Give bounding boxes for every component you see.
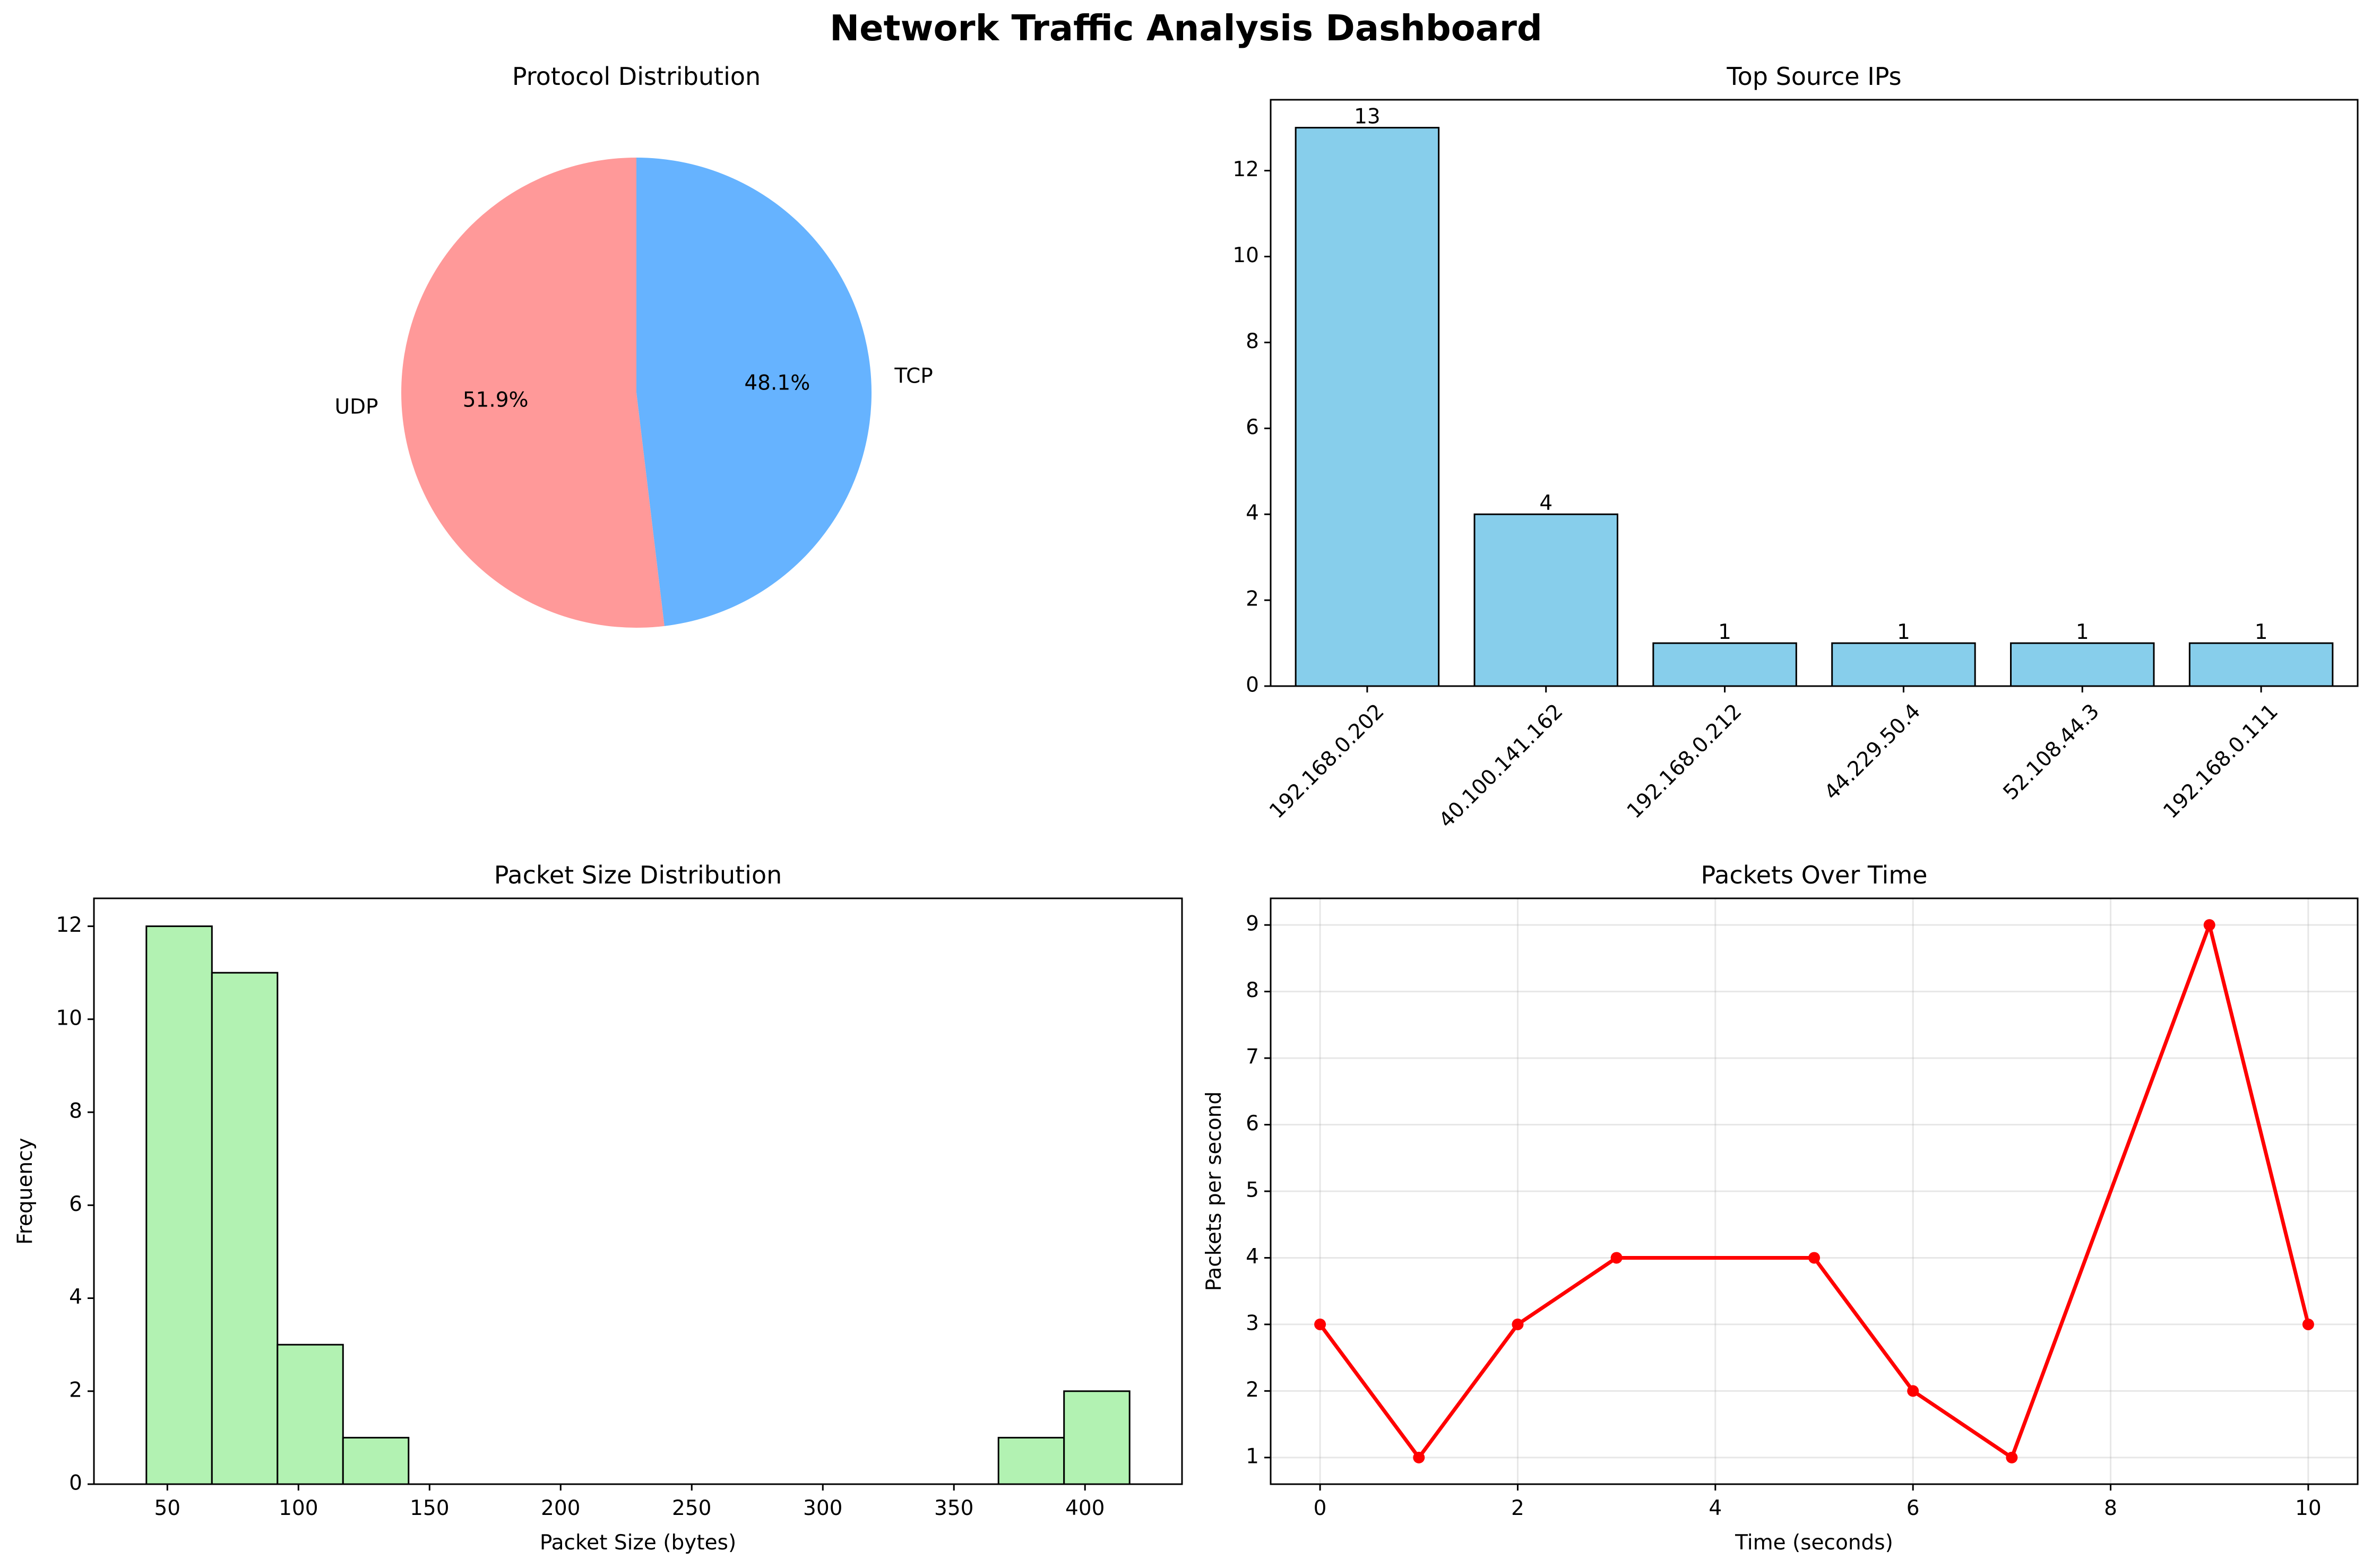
bar-xtick-label-1: 40.100.141.162 [1434,699,1567,833]
hist-xtick-label-4: 250 [672,1496,711,1520]
hist-axes-frame [93,897,1183,1485]
pie-pct-tcp: 48.1% [744,371,810,395]
bar-ytick-label-1: 2 [1246,587,1259,611]
bar-ytick-label-0: 0 [1246,673,1259,697]
pie-title: Protocol Distribution [512,62,761,91]
hist-ytick-label-5: 10 [56,1006,82,1030]
line-ytick-label-1: 2 [1246,1378,1259,1402]
bar-title: Top Source IPs [1726,62,1901,91]
bar-ytick-label-4: 8 [1246,330,1259,353]
line-ytick-label-3: 4 [1246,1245,1259,1269]
line-ytick-label-7: 8 [1246,978,1259,1002]
bar-0 [1295,127,1440,687]
bar-4 [2010,642,2155,687]
pie-slice-udp [401,158,665,628]
line-point-2 [1512,1318,1524,1330]
bar-xtick-label-0: 192.168.0.202 [1265,699,1389,824]
dashboard-title: Network Traffic Analysis Dashboard [830,7,1542,49]
bar-xtick-label-4: 52.108.44.3 [1999,699,2104,804]
hist-title: Packet Size Distribution [494,861,782,889]
line-point-4 [1808,1252,1820,1264]
hist-xtick-label-2: 150 [410,1496,449,1520]
pie-slice-tcp [636,158,872,626]
hist-xtick-label-0: 50 [154,1496,180,1520]
hist-xtick-label-3: 200 [541,1496,580,1520]
hist-bin-3 [342,1436,410,1485]
pie-pct-udp: 51.9% [463,388,529,412]
bar-xtick-label-2: 192.168.0.212 [1623,699,1747,824]
hist-bin-0 [145,925,213,1485]
hist-ytick-label-0: 0 [69,1471,82,1495]
bar-1 [1473,513,1618,687]
bar-value-label-1: 4 [1539,491,1552,515]
bar-ytick-label-2: 4 [1246,501,1259,525]
bar-value-label-0: 13 [1354,105,1381,129]
hist-xlabel: Packet Size (bytes) [540,1531,736,1555]
hist-xtick-label-7: 400 [1065,1496,1105,1520]
top-ips-bar-chart: Top Source IPs 13 192.168.0.202 4 40.100.141… [1232,62,2359,833]
line-xtick-label-2: 4 [1709,1496,1722,1520]
bar-value-label-5: 1 [2255,620,2268,644]
hist-bin-13 [997,1436,1065,1485]
line-ytick-label-4: 5 [1246,1179,1259,1202]
hist-ytick-label-4: 8 [69,1099,82,1123]
hist-ytick-label-3: 6 [69,1192,82,1216]
hist-ylabel: Frequency [13,1138,37,1244]
hist-ytick-label-1: 2 [69,1378,82,1402]
line-point-1 [1413,1451,1425,1463]
hist-ytick-label-2: 4 [69,1285,82,1309]
hist-xtick-label-1: 100 [279,1496,318,1520]
hist-bin-14 [1063,1390,1131,1485]
bar-3 [1831,642,1976,687]
line-title: Packets Over Time [1701,861,1928,889]
line-xtick-label-0: 0 [1314,1496,1327,1520]
line-point-7 [2203,919,2215,931]
line-ytick-label-0: 1 [1246,1444,1259,1468]
bar-xtick-label-5: 192.168.0.111 [2159,699,2283,824]
line-point-8 [2302,1318,2314,1330]
line-ytick-label-5: 6 [1246,1112,1259,1136]
pie-label-tcp: TCP [894,364,933,388]
line-xtick-label-5: 10 [2295,1496,2322,1520]
line-xtick-label-4: 8 [2104,1496,2117,1520]
bar-ytick-label-3: 6 [1246,415,1259,439]
bar-value-label-4: 1 [2076,620,2089,644]
bar-5 [2188,642,2334,687]
protocol-pie-chart: Protocol Distribution TCP 48.1% UDP 51.9% [334,62,933,628]
hist-bin-2 [277,1344,344,1485]
line-ytick-label-2: 3 [1246,1311,1259,1335]
bar-xtick-label-3: 44.229.50.4 [1820,699,1925,804]
hist-xtick-label-5: 300 [803,1496,842,1520]
line-xlabel: Time (seconds) [1735,1531,1893,1555]
line-point-0 [1314,1318,1326,1330]
line-point-3 [1610,1252,1623,1264]
line-xtick-label-1: 2 [1511,1496,1524,1520]
hist-xtick-label-6: 350 [934,1496,973,1520]
line-ylabel: Packets per second [1202,1091,1226,1292]
bar-value-label-2: 1 [1718,620,1731,644]
bar-ytick-label-5: 10 [1232,244,1259,267]
hist-ytick-label-6: 12 [56,913,82,937]
line-ytick-label-6: 7 [1246,1045,1259,1069]
bar-axes-frame [1270,99,2359,687]
line-point-5 [1907,1385,1919,1397]
line-point-6 [2006,1451,2018,1463]
bar-ytick-label-6: 12 [1232,158,1259,181]
bar-value-label-3: 1 [1897,620,1910,644]
bar-2 [1652,642,1797,687]
hist-bin-1 [211,972,279,1485]
line-xtick-label-3: 6 [1907,1496,1920,1520]
line-ytick-label-8: 9 [1246,912,1259,936]
pie-label-udp: UDP [334,395,378,419]
line-axes-frame [1270,897,2359,1485]
